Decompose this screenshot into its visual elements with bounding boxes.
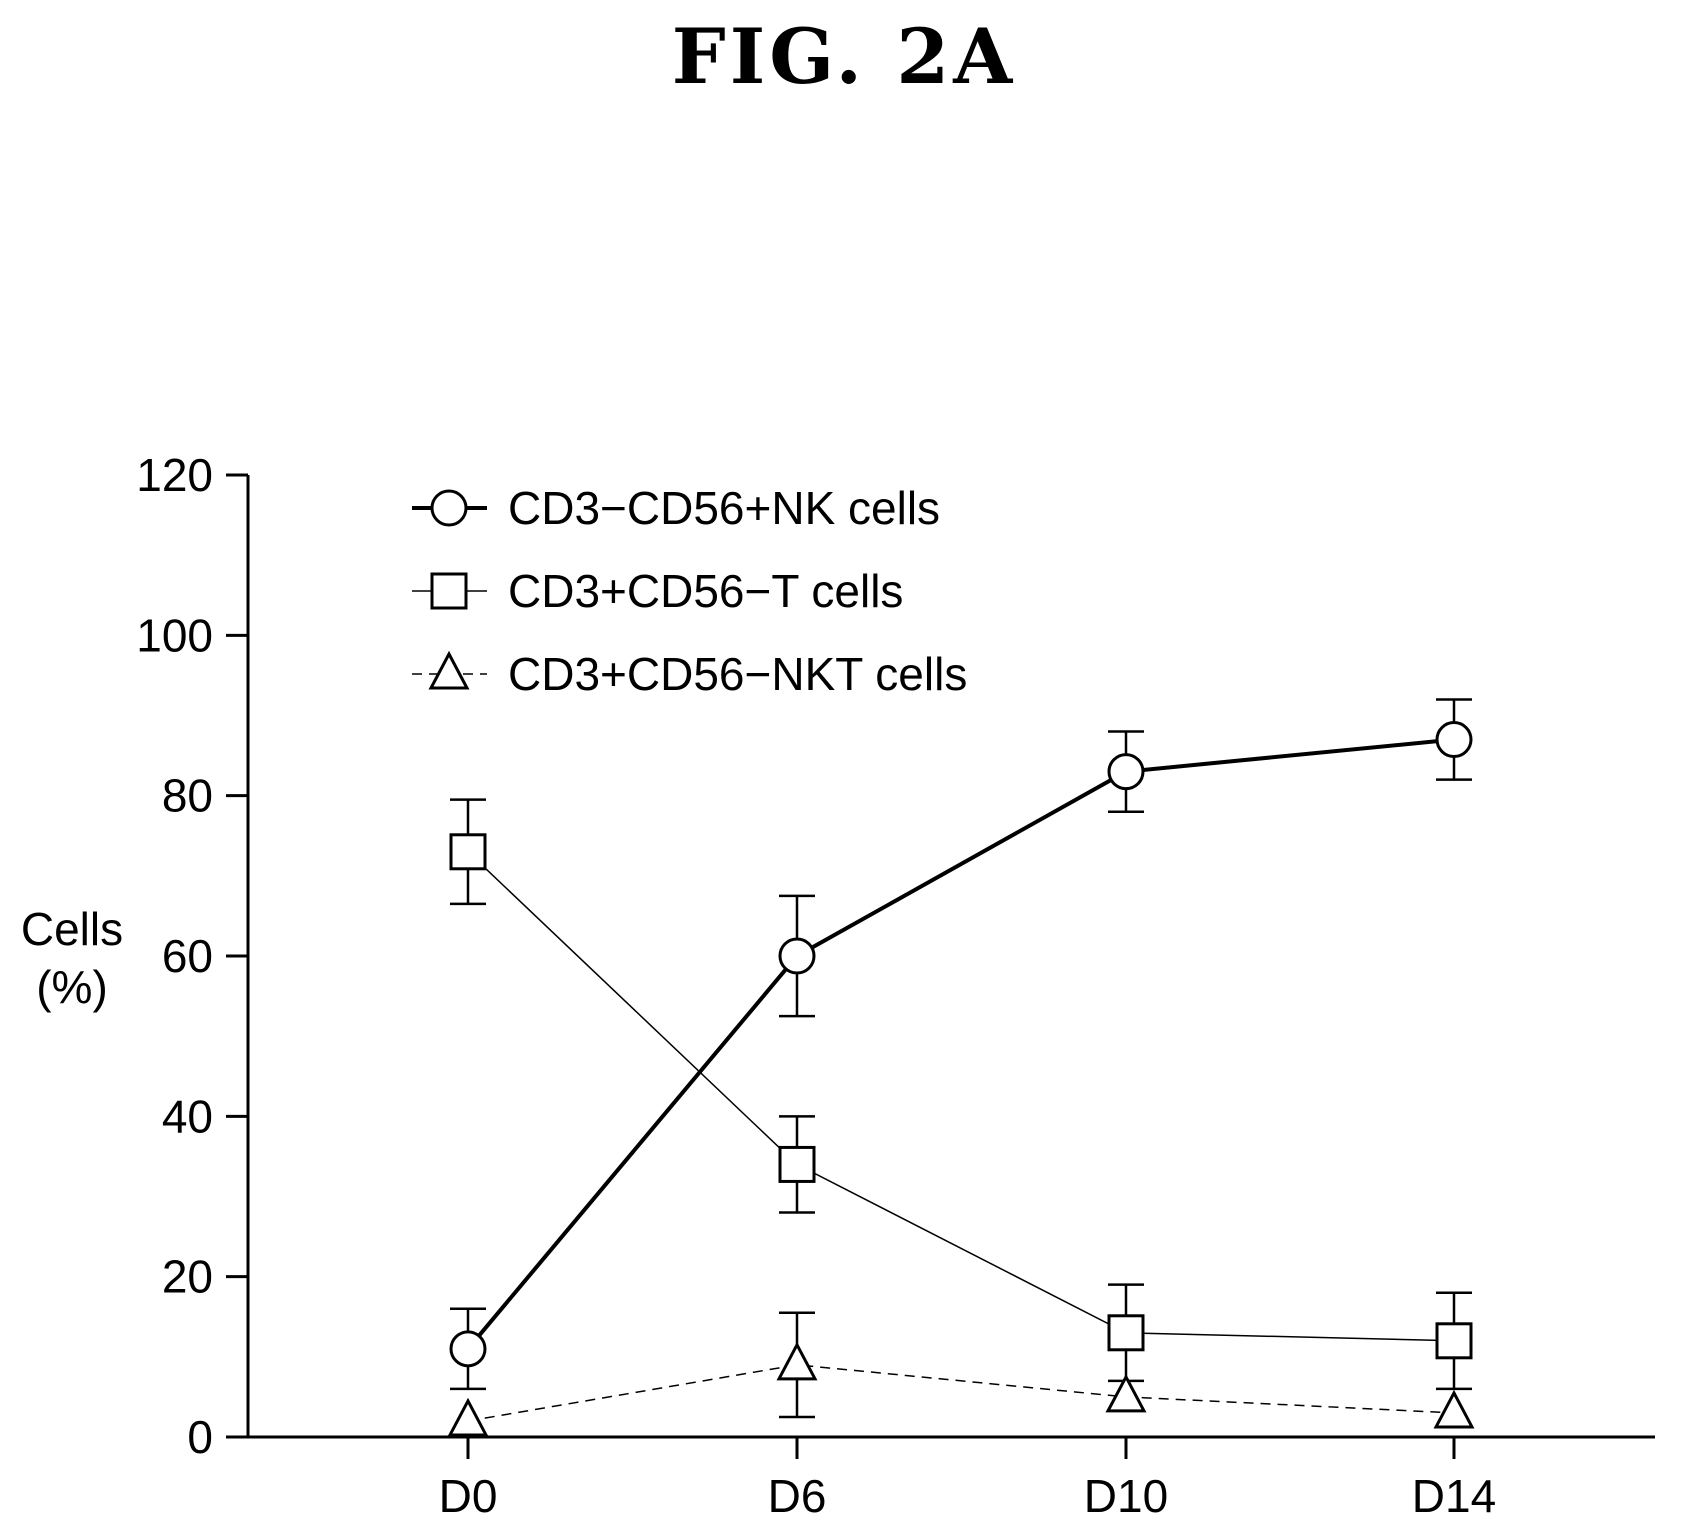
y-tick-label: 100	[136, 609, 213, 661]
y-axis-label-line: Cells	[21, 903, 123, 955]
y-tick-label: 80	[162, 770, 213, 822]
data-point	[778, 1145, 816, 1183]
y-tick-label: 0	[187, 1411, 213, 1463]
series-line	[466, 737, 1455, 1351]
y-tick-label: 40	[162, 1090, 213, 1142]
x-tick-label: D0	[439, 1470, 498, 1522]
legend-marker	[430, 489, 468, 527]
series-line	[467, 851, 1455, 1342]
y-tick-label: 60	[162, 930, 213, 982]
y-axis-ticks: 0 20 40 60 80 100 120	[136, 449, 248, 1463]
series-line	[467, 1364, 1455, 1422]
legend-label: CD3−CD56+NK cells	[508, 482, 940, 534]
data-point	[1435, 1322, 1473, 1360]
x-tick-label: D6	[768, 1470, 827, 1522]
chart-legend: CD3−CD56+NK cells CD3+CD56−T cells CD3+CD5…	[412, 482, 967, 700]
figure-title: FIG. 2A	[671, 12, 1017, 101]
series-group	[449, 798, 1473, 1391]
legend-label: CD3+CD56−NKT cells	[508, 648, 967, 700]
y-axis-label-line: (%)	[36, 961, 108, 1013]
x-axis-ticks: D0 D6 D10 D14	[439, 1437, 1496, 1522]
data-point	[449, 1330, 487, 1368]
data-point	[1107, 1314, 1145, 1352]
y-axis-label: Cells (%)	[21, 903, 123, 1013]
data-point	[778, 937, 816, 975]
data-point	[776, 1341, 818, 1381]
series-group	[449, 698, 1473, 1391]
data-point	[1435, 721, 1473, 759]
data-point	[1105, 1373, 1147, 1413]
series-group	[447, 1311, 1475, 1437]
legend-label: CD3+CD56−T cells	[508, 565, 903, 617]
data-point	[447, 1397, 489, 1437]
legend-marker	[428, 650, 470, 690]
y-tick-label: 120	[136, 449, 213, 501]
x-tick-label: D14	[1412, 1470, 1496, 1522]
y-tick-label: 20	[162, 1251, 213, 1303]
legend-marker	[430, 572, 468, 610]
chart-series	[447, 698, 1475, 1437]
x-tick-label: D10	[1084, 1470, 1168, 1522]
data-point	[449, 833, 487, 871]
data-point	[1433, 1389, 1475, 1429]
data-point	[1107, 753, 1145, 791]
